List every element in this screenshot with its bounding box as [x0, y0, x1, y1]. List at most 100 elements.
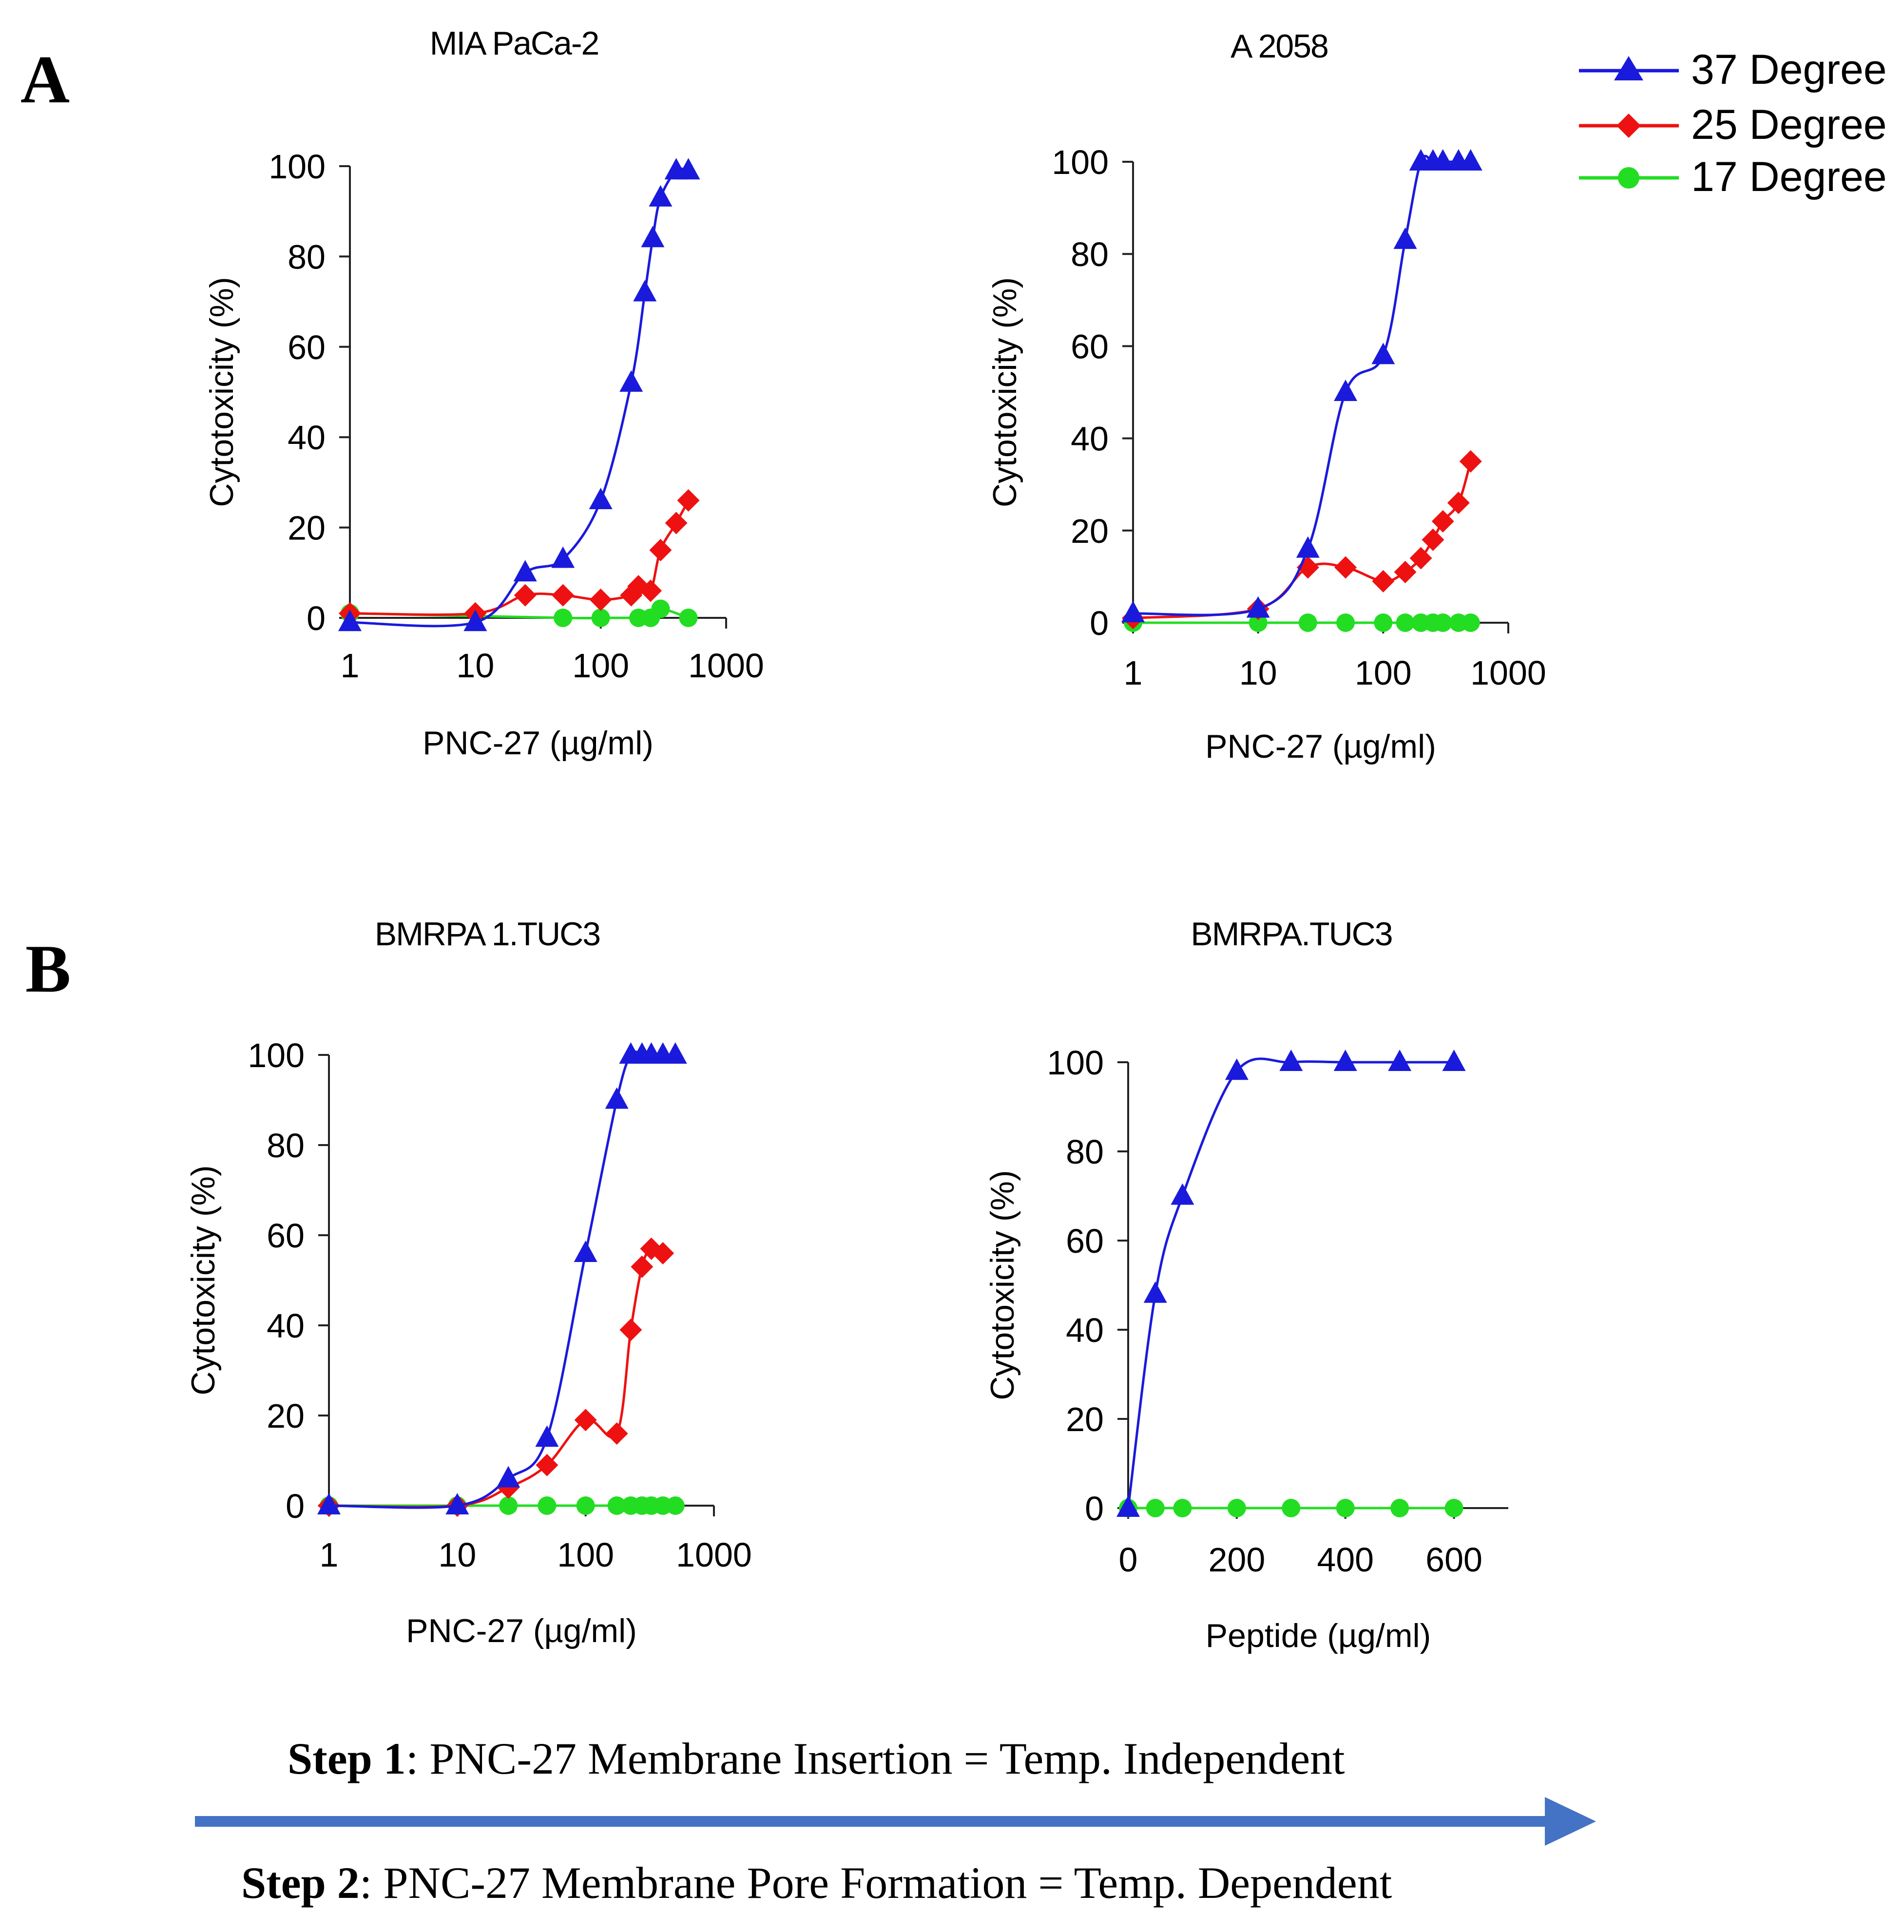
data-point-triangle	[1121, 601, 1145, 623]
data-point-circle	[1173, 1499, 1192, 1517]
x-tick-label: 1	[320, 1536, 339, 1574]
data-point-triangle	[497, 1466, 520, 1488]
data-point-circle	[1282, 1499, 1301, 1517]
step-2-desc: : PNC-27 Membrane Pore Formation = Temp.…	[360, 1858, 1392, 1908]
data-point-triangle	[1279, 1050, 1303, 1071]
data-point-triangle	[574, 1241, 597, 1262]
series-line	[328, 1247, 664, 1509]
series-line	[1133, 461, 1472, 620]
data-point-circle	[1227, 1499, 1246, 1517]
data-point-circle	[1444, 1499, 1463, 1517]
data-point-triangle	[641, 226, 665, 248]
panel-letter-a: A	[20, 42, 70, 117]
legend-label-25-degree: 25 Degree	[1691, 101, 1887, 148]
data-point-circle	[1390, 1499, 1409, 1517]
data-point-circle	[499, 1496, 518, 1515]
y-tick-label: 40	[1066, 1311, 1104, 1349]
data-point-diamond	[665, 512, 688, 535]
legend-entry-37-degree: 37 Degree	[1579, 46, 1887, 93]
data-point-circle	[1396, 613, 1415, 632]
step-1-bold: Step 1	[288, 1734, 406, 1783]
data-point-diamond	[677, 489, 700, 512]
data-point-triangle	[1225, 1058, 1249, 1080]
y-tick-label: 80	[288, 238, 326, 276]
data-point-circle	[651, 599, 670, 618]
data-point-triangle	[1333, 1050, 1357, 1071]
y-tick-label: 20	[1071, 512, 1109, 550]
data-point-diamond	[1422, 528, 1444, 551]
x-axis-label: Peptide (µg/ml)	[1206, 1617, 1431, 1654]
x-tick-label: 1000	[676, 1536, 752, 1574]
data-point-circle	[1433, 613, 1452, 632]
y-tick-label: 40	[288, 419, 326, 457]
data-point-triangle	[1116, 1495, 1140, 1517]
data-point-circle	[591, 609, 610, 627]
data-point-circle	[1374, 613, 1393, 632]
series-37-degree	[1116, 1050, 1466, 1517]
y-tick-label: 100	[1052, 143, 1109, 181]
x-tick-label: 1000	[1470, 654, 1546, 692]
series-25-degree	[339, 489, 700, 625]
data-point-circle	[1298, 613, 1317, 632]
x-axis-label: PNC-27 (µg/ml)	[406, 1612, 637, 1649]
y-tick-label: 100	[1047, 1044, 1104, 1082]
data-point-diamond	[649, 538, 672, 561]
y-axis-label: Cytotoxicity (%)	[986, 277, 1023, 507]
y-tick-label: 100	[269, 148, 326, 186]
data-point-circle	[538, 1496, 557, 1515]
data-point-triangle	[1171, 1183, 1194, 1205]
x-tick-label: 1	[1124, 654, 1143, 692]
process-arrow-head	[1545, 1797, 1596, 1846]
data-point-triangle	[1393, 227, 1417, 249]
series-25-degree	[1122, 450, 1482, 630]
data-point-circle	[554, 609, 573, 627]
data-point-triangle	[513, 560, 537, 582]
legend-entry-25-degree: 25 Degree	[1579, 101, 1887, 148]
legend-marker-diamond	[1616, 114, 1641, 138]
y-tick-label: 40	[267, 1307, 305, 1345]
data-point-diamond	[514, 584, 537, 607]
step-2-text: Step 2: PNC-27 Membrane Pore Formation =…	[241, 1858, 1392, 1908]
data-point-triangle	[535, 1425, 559, 1447]
data-point-triangle	[551, 546, 575, 568]
data-point-triangle	[1459, 149, 1482, 171]
data-point-triangle	[1371, 343, 1395, 364]
data-point-circle	[1249, 613, 1268, 632]
x-tick-label: 1000	[688, 647, 764, 685]
data-point-diamond	[1334, 556, 1357, 579]
y-tick-label: 20	[288, 509, 326, 547]
y-tick-label: 0	[307, 599, 326, 637]
data-point-triangle	[619, 370, 643, 392]
x-tick-label: 200	[1208, 1541, 1265, 1579]
y-axis-label: Cytotoxicity (%)	[984, 1170, 1021, 1400]
data-point-circle	[1146, 1499, 1165, 1517]
x-tick-label: 100	[557, 1536, 614, 1574]
data-point-triangle	[1431, 149, 1455, 171]
y-tick-label: 0	[286, 1487, 305, 1525]
series-line	[1133, 154, 1471, 616]
data-point-circle	[607, 1496, 626, 1515]
x-tick-label: 400	[1317, 1541, 1374, 1579]
y-axis-label: Cytotoxicity (%)	[203, 277, 240, 507]
x-tick-label: 600	[1425, 1541, 1482, 1579]
series-17-degree	[1124, 613, 1480, 632]
data-point-triangle	[338, 610, 362, 631]
series-37-degree	[338, 158, 700, 631]
y-axis-label: Cytotoxicity (%)	[185, 1165, 222, 1395]
data-point-diamond	[1447, 492, 1470, 515]
x-axis-label: PNC-27 (µg/ml)	[423, 725, 654, 762]
chart-title: BMRPA 1.TUC3	[375, 916, 600, 953]
data-point-triangle	[1388, 1050, 1412, 1071]
data-point-diamond	[631, 1255, 654, 1278]
data-point-diamond	[574, 1409, 597, 1432]
x-tick-label: 0	[1119, 1541, 1138, 1579]
step-2-bold: Step 2	[241, 1858, 360, 1908]
data-point-diamond	[1431, 510, 1454, 533]
data-point-triangle	[1143, 1281, 1167, 1303]
data-point-triangle	[1442, 1050, 1466, 1071]
chart-mia-paca-2: MIA PaCa-2 0 20 40 60 80 100 1 10 100 1000 PNC-27 (…	[203, 25, 764, 762]
legend-label-17-degree: 17 Degree	[1691, 153, 1887, 200]
series-line	[328, 1050, 675, 1509]
step-1-desc: : PNC-27 Membrane Insertion = Temp. Inde…	[406, 1734, 1345, 1783]
